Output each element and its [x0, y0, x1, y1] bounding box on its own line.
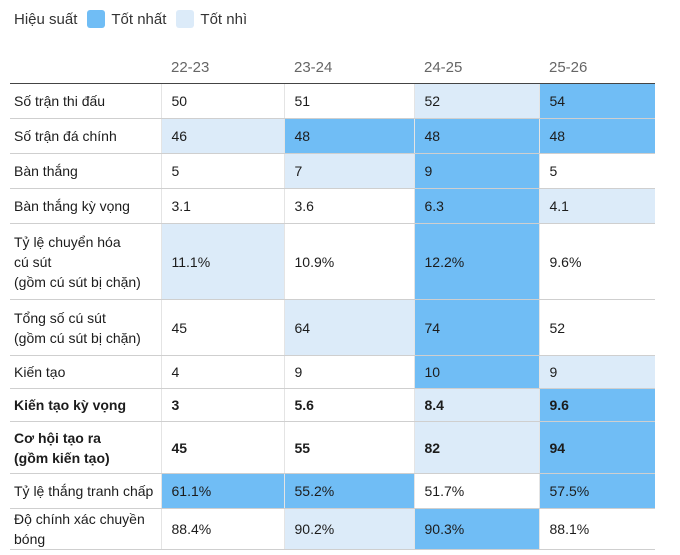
season-header: 25-26: [539, 52, 655, 84]
table-row: Số trận thi đấu 50 51 52 54: [10, 83, 655, 119]
row-label-line: (gồm cú sút bị chặn): [14, 273, 141, 290]
row-label: Số trận đá chính: [10, 118, 161, 154]
stat-cell: 9: [538, 355, 655, 389]
table-row: Tỷ lệ chuyển hóa cú sút (gồm cú sút bị chặ…: [10, 223, 655, 300]
row-label-line: (gồm kiến tạo): [14, 449, 110, 466]
row-label: Kiến tạo kỳ vọng: [10, 388, 161, 422]
stat-cell: 10.9%: [283, 223, 414, 300]
row-label-line: Kiến tạo: [14, 364, 66, 380]
stat-cell: 7: [283, 153, 414, 189]
stat-cell: 51: [283, 83, 414, 119]
stat-cell: 48: [538, 118, 655, 154]
table-row: Tỷ lệ thắng tranh chấp 61.1% 55.2% 51.7% 57.…: [10, 473, 655, 509]
row-label-line: cú sút: [14, 253, 52, 270]
row-label-line: Bàn thắng kỳ vọng: [14, 198, 130, 214]
legend-swatch-best: [87, 10, 106, 28]
table-row: Tổng số cú sút (gồm cú sút bị chặn) 45 64 74…: [10, 299, 655, 356]
stat-cell: 61.1%: [160, 473, 284, 509]
stat-cell: 82: [413, 421, 539, 474]
stat-cell: 9.6: [538, 388, 655, 422]
row-label-line: Tỷ lệ thắng tranh chấp: [14, 483, 154, 499]
season-header: 23-24: [284, 52, 414, 84]
legend-item-best: Tốt nhất: [87, 10, 166, 28]
stat-cell: 57.5%: [538, 473, 655, 509]
legend-item-second: Tốt nhì: [176, 10, 247, 28]
row-label-line: (gồm cú sút bị chặn): [14, 329, 141, 346]
row-label-line: Cơ hội tạo ra: [14, 429, 101, 446]
stat-cell: 8.4: [413, 388, 539, 422]
stat-cell: 4: [160, 355, 284, 389]
stat-cell: 45: [160, 421, 284, 474]
row-label: Bàn thắng: [10, 153, 161, 189]
table-row: Kiến tạo 4 9 10 9: [10, 355, 655, 389]
stat-cell: 64: [283, 299, 414, 356]
legend: Hiệu suất Tốt nhất Tốt nhì: [14, 8, 257, 30]
stat-cell: 12.2%: [413, 223, 539, 300]
stat-cell: 3.1: [160, 188, 284, 224]
stat-cell: 11.1%: [160, 223, 284, 300]
stat-cell: 3.6: [283, 188, 414, 224]
stat-cell: 74: [413, 299, 539, 356]
stat-cell: 94: [538, 421, 655, 474]
stat-cell: 45: [160, 299, 284, 356]
stat-cell: 88.4%: [160, 508, 284, 550]
row-label-line: Tổng số cú sút: [14, 309, 106, 326]
row-label: Cơ hội tạo ra (gồm kiến tạo): [10, 421, 161, 474]
season-header: 24-25: [414, 52, 539, 84]
season-header: 22-23: [161, 52, 284, 84]
stat-cell: 48: [413, 118, 539, 154]
legend-label-best: Tốt nhất: [111, 10, 167, 28]
legend-swatch-second: [176, 10, 195, 28]
row-label: Tỷ lệ chuyển hóa cú sút (gồm cú sút bị chặ…: [10, 223, 161, 300]
stat-cell: 9: [413, 153, 539, 189]
stat-cell: 55: [283, 421, 414, 474]
row-label-line: Bàn thắng: [14, 163, 78, 179]
legend-title: Hiệu suất: [14, 10, 78, 28]
legend-label-second: Tốt nhì: [200, 10, 248, 28]
stat-cell: 52: [538, 299, 655, 356]
stat-cell: 88.1%: [538, 508, 655, 550]
stat-cell: 90.3%: [413, 508, 539, 550]
stat-cell: 5: [160, 153, 284, 189]
header-row: 22-23 23-24 24-25 25-26: [10, 52, 655, 84]
stat-cell: 6.3: [413, 188, 539, 224]
row-label: Bàn thắng kỳ vọng: [10, 188, 161, 224]
row-label: Độ chính xác chuyền bóng: [10, 508, 161, 550]
row-label-line: Độ chính xác chuyền bóng: [14, 511, 145, 547]
header-corner: [10, 52, 161, 84]
table-row: Độ chính xác chuyền bóng 88.4% 90.2% 90.3% 8…: [10, 508, 655, 550]
stat-cell: 90.2%: [283, 508, 414, 550]
stat-cell: 48: [283, 118, 414, 154]
stat-cell: 3: [160, 388, 284, 422]
table-row: Số trận đá chính 46 48 48 48: [10, 118, 655, 154]
table-row: Cơ hội tạo ra (gồm kiến tạo) 45 55 82 94: [10, 421, 655, 474]
stat-cell: 51.7%: [413, 473, 539, 509]
row-label: Kiến tạo: [10, 355, 161, 389]
row-label-line: Kiến tạo kỳ vọng: [14, 397, 127, 413]
stat-cell: 50: [160, 83, 284, 119]
stat-cell: 52: [413, 83, 539, 119]
row-label-line: Số trận đá chính: [14, 128, 117, 144]
row-label-line: Số trận thi đấu: [14, 93, 106, 109]
table-row: Bàn thắng kỳ vọng 3.1 3.6 6.3 4.1: [10, 188, 655, 224]
table-row: Bàn thắng 5 7 9 5: [10, 153, 655, 189]
row-label-line: Tỷ lệ chuyển hóa: [14, 233, 121, 250]
table-row: Kiến tạo kỳ vọng 3 5.6 8.4 9.6: [10, 388, 655, 422]
stat-cell: 9.6%: [538, 223, 655, 300]
row-label: Số trận thi đấu: [10, 83, 161, 119]
stat-cell: 4.1: [538, 188, 655, 224]
stat-cell: 55.2%: [283, 473, 414, 509]
stats-table: 22-23 23-24 24-25 25-26 Số trận thi đấu 5…: [10, 52, 655, 550]
stat-cell: 54: [538, 83, 655, 119]
stat-cell: 10: [413, 355, 539, 389]
stat-cell: 46: [160, 118, 284, 154]
stat-cell: 5: [538, 153, 655, 189]
stat-cell: 9: [283, 355, 414, 389]
stats-table-body: Số trận thi đấu 50 51 52 54 Số trận đá chính 4…: [10, 83, 655, 550]
row-label: Tỷ lệ thắng tranh chấp: [10, 473, 161, 509]
row-label: Tổng số cú sút (gồm cú sút bị chặn): [10, 299, 161, 356]
stat-cell: 5.6: [283, 388, 414, 422]
